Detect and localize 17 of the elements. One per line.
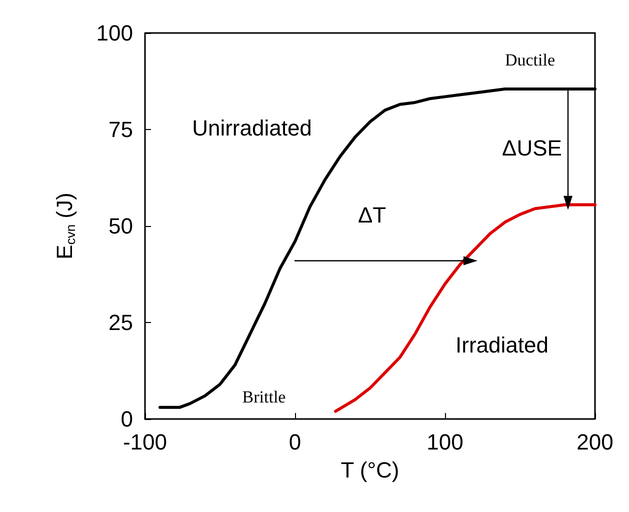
x-tick-label: 0: [288, 430, 302, 454]
y-tick-label: 75: [108, 117, 133, 142]
x-tick-label: 100: [426, 430, 464, 454]
y-tick-label: 0: [120, 406, 133, 432]
annotation: Irradiated: [456, 332, 548, 358]
y-tick-label: 50: [108, 214, 133, 238]
annotation: Unirradiated: [192, 116, 312, 140]
y-tick-label: 100: [96, 20, 133, 46]
y-tick-label: 25: [108, 310, 133, 335]
annotation: ΔUSE: [502, 136, 562, 160]
annotation: Brittle: [242, 388, 286, 406]
x-tick-label: -100: [122, 430, 168, 454]
annotation: Ductile: [504, 50, 556, 70]
x-tick-label: 200: [576, 430, 614, 454]
y-axis-title: Ecvn (J): [52, 192, 78, 260]
annotation: ΔT: [358, 202, 386, 228]
x-axis-title: T (°C): [340, 458, 400, 482]
